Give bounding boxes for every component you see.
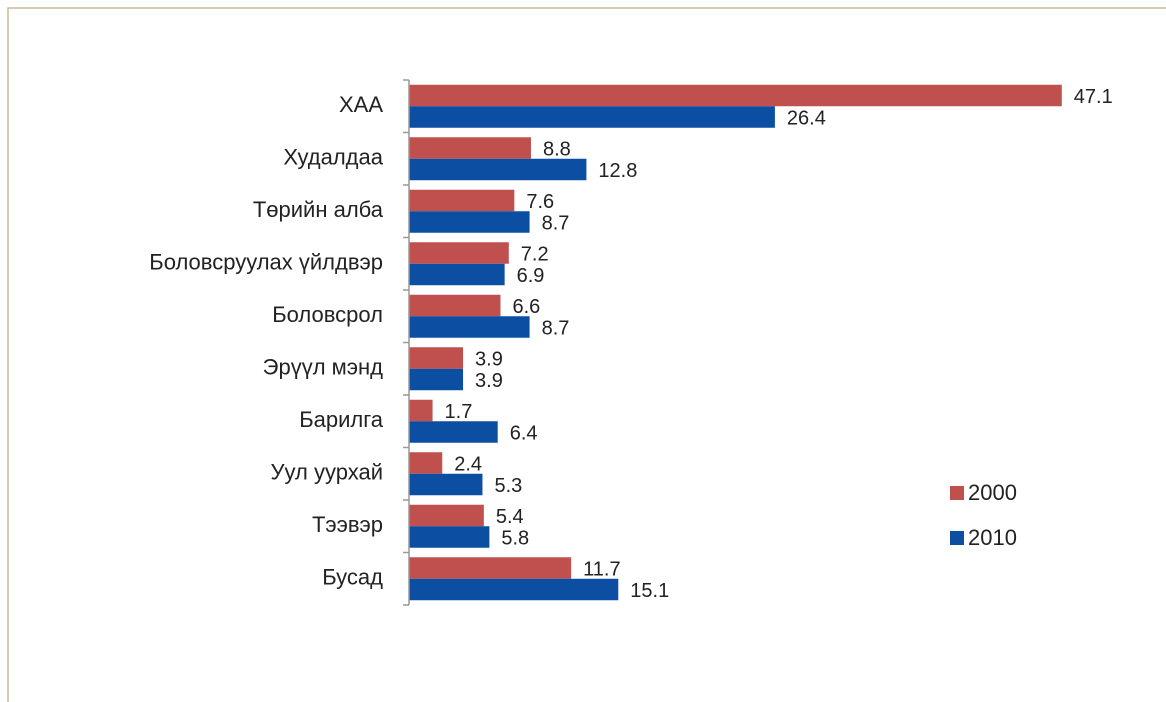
category-label: Тээвэр (312, 512, 383, 537)
bar (409, 578, 619, 601)
value-label: 3.9 (475, 348, 503, 370)
value-label: 3.9 (475, 370, 503, 392)
bar (409, 106, 775, 128)
bar (409, 421, 498, 443)
value-label: 8.7 (542, 317, 570, 339)
value-label: 5.3 (494, 475, 522, 497)
value-label: 7.6 (526, 191, 554, 213)
value-label: 6.6 (512, 296, 540, 318)
bar (409, 347, 464, 369)
bar (409, 189, 515, 212)
value-label: 11.7 (583, 558, 620, 580)
value-label: 6.9 (517, 265, 545, 287)
bar (409, 263, 505, 286)
legend-label: 2000 (968, 480, 1017, 505)
bar (409, 473, 483, 496)
bar (409, 526, 490, 548)
category-label: Боловсруулах үйлдвэр (149, 250, 383, 275)
value-label: 5.4 (496, 506, 524, 528)
legend-swatch (950, 531, 964, 545)
bar (409, 211, 530, 233)
bar (409, 242, 509, 264)
bar (409, 557, 572, 579)
value-label: 8.8 (543, 138, 571, 160)
bar (409, 368, 464, 391)
value-label: 26.4 (787, 107, 826, 129)
bar (409, 84, 1062, 107)
frame (7, 7, 1166, 702)
bar (409, 158, 587, 181)
category-label: Төрийн алба (253, 197, 384, 222)
category-label: Уул уурхай (271, 460, 383, 485)
category-label: Боловсрол (272, 302, 383, 327)
legend-label: 2010 (968, 525, 1017, 550)
category-label: Худалдаа (283, 145, 383, 170)
bar (409, 399, 433, 422)
value-label: 7.2 (521, 243, 549, 265)
value-label: 1.7 (445, 401, 473, 423)
category-label: ХАА (339, 92, 383, 117)
value-label: 6.4 (510, 422, 538, 444)
category-label: Бусад (322, 565, 383, 590)
category-label: Барилга (299, 407, 384, 432)
bar (409, 316, 530, 338)
value-label: 47.1 (1074, 86, 1113, 108)
legend-swatch (950, 486, 964, 500)
value-label: 5.8 (501, 527, 529, 549)
bar (409, 452, 443, 474)
value-label: 15.1 (630, 580, 669, 602)
category-label: Эрүүл мэнд (263, 355, 383, 380)
value-label: 12.8 (598, 160, 637, 182)
value-label: 8.7 (542, 212, 570, 234)
value-label: 2.4 (454, 453, 482, 475)
bar (409, 137, 531, 159)
bar (409, 504, 484, 527)
bar (409, 294, 501, 317)
